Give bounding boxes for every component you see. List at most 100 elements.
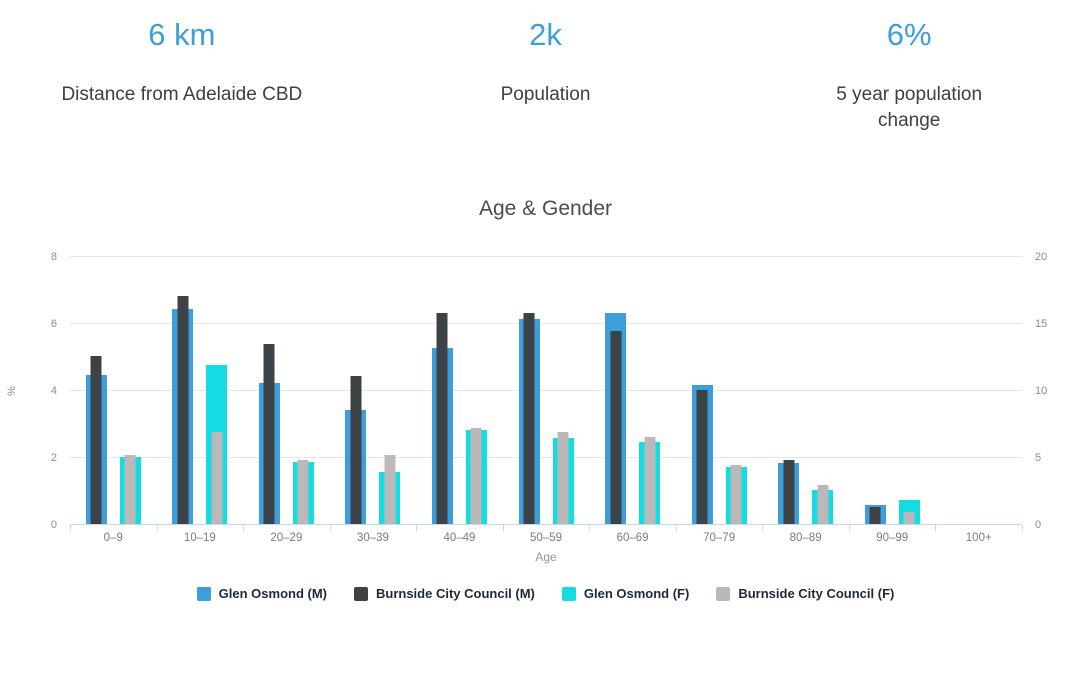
stat-distance: 6 km Distance from Adelaide CBD [0,17,364,133]
stat-distance-value: 6 km [148,17,216,52]
bar-Burnside City Council (F)-60–69[interactable] [644,436,656,526]
legend-label: Glen Osmond (F) [583,586,690,602]
legend-item-Glen Osmond (F)[interactable]: Glen Osmond (F) [561,586,690,602]
bar-pair [431,257,453,526]
gridline-6 [70,323,1022,325]
gridline-8 [70,256,1022,258]
bar-Burnside City Council (F)-40–49[interactable] [470,428,482,526]
bar-Burnside City Council (F)-10–19[interactable] [211,431,223,526]
bar-group-10–19 [157,257,244,526]
legend-item-Burnside City Council (M)[interactable]: Burnside City Council (M) [354,586,535,601]
x-axis-tick [156,525,158,532]
bars-row [70,257,1022,526]
bar-pair [518,257,540,526]
x-label-70–79: 70–79 [703,532,736,545]
x-axis-line [70,524,1022,526]
legend-label: Burnside City Council (F) [738,586,895,602]
age-gender-chart: % 0 2 4 6 8 0 5 10 15 20 [0,251,1091,532]
bar-group-0–9 [70,257,157,526]
legend-swatch [196,586,211,601]
bar-Burnside City Council (M)-20–29[interactable] [263,344,275,526]
stat-population-label: Population [500,84,591,106]
x-axis-tick [329,525,331,532]
bar-Burnside City Council (F)-80–89[interactable] [817,485,829,526]
bar-Burnside City Council (M)-60–69[interactable] [610,331,622,526]
bar-Burnside City Council (M)-90–99[interactable] [869,506,881,526]
x-axis-tick [243,525,245,532]
bar-Burnside City Council (F)-0–9[interactable] [124,455,136,526]
y-left-tick-2: 2 [50,452,57,465]
bar-pair [639,257,661,526]
y-left-tick-4: 4 [50,385,57,398]
legend-swatch [716,586,731,601]
stat-population-change: 6% 5 year population change [727,17,1091,133]
bar-group-90–99 [849,257,936,526]
stat-population-change-value: 6% [886,17,932,52]
x-axis-tick [848,525,850,532]
legend-item-Glen Osmond (M)[interactable]: Glen Osmond (M) [196,586,327,602]
bar-Burnside City Council (M)-10–19[interactable] [177,295,189,526]
x-axis-tick [589,525,591,532]
x-label-50–59: 50–59 [530,532,562,545]
bar-pair [778,257,800,526]
legend-swatch [354,586,368,601]
bar-Burnside City Council (M)-30–39[interactable] [350,376,362,526]
gridline-4 [70,390,1022,392]
bar-pair [552,257,574,526]
bar-group-100+ [935,257,1022,525]
x-label-80–89: 80–89 [789,532,822,545]
y-right-tick-15: 15 [1035,318,1048,331]
bar-Burnside City Council (F)-90–99[interactable] [903,511,915,526]
bar-Burnside City Council (F)-30–39[interactable] [384,455,396,526]
bar-Burnside City Council (M)-50–59[interactable] [523,312,535,526]
y-axis-right: 0 5 10 15 20 [1022,251,1091,531]
x-label-40–49: 40–49 [443,532,476,545]
bar-pair [898,257,920,526]
x-axis-tick [935,525,937,532]
bar-pair [292,257,314,526]
bar-group-20–29 [243,257,330,526]
plot-area [70,256,1023,532]
bar-pair [345,257,367,526]
bar-group-50–59 [503,257,590,526]
legend-label: Glen Osmond (M) [218,586,327,602]
bar-pair [465,257,487,526]
x-label-20–29: 20–29 [270,532,303,545]
x-axis-labels: 0–9 10–19 20–29 30–39 40–49 50–59 60–69 70–79 80… [70,532,1022,544]
bar-pair [864,257,886,526]
bar-pair [605,257,627,526]
bar-pair [691,257,713,526]
y-left-tick-6: 6 [50,318,57,331]
x-axis-tick [70,525,71,532]
x-label-30–39: 30–39 [356,532,389,545]
x-axis-tick [762,525,764,532]
stat-population-value: 2k [529,17,562,52]
y-left-tick-8: 8 [50,251,57,264]
bar-pair [985,257,1006,525]
bar-Burnside City Council (M)-0–9[interactable] [90,356,102,526]
bar-Burnside City Council (M)-70–79[interactable] [696,389,708,526]
stat-population-change-label: 5 year population change [836,84,983,131]
bar-Burnside City Council (F)-70–79[interactable] [730,465,742,526]
stats-row: 6 km Distance from Adelaide CBD 2k Popul… [0,0,1091,133]
x-axis-tick [502,525,504,532]
x-axis-title: Age [535,550,557,565]
x-axis-tick [675,525,677,532]
legend-item-Burnside City Council (F)[interactable]: Burnside City Council (F) [716,586,894,601]
bar-pair [812,257,834,526]
bar-Burnside City Council (M)-40–49[interactable] [436,312,448,526]
bar-group-70–79 [676,257,763,526]
bar-Burnside City Council (M)-80–89[interactable] [783,460,795,526]
bar-Burnside City Council (F)-20–29[interactable] [297,460,309,526]
y-right-tick-5: 5 [1035,452,1042,465]
bar-pair [951,257,972,525]
x-label-10–19: 10–19 [183,532,216,545]
bar-pair [258,257,280,526]
stat-population: 2k Population [364,17,728,133]
bar-Burnside City Council (F)-50–59[interactable] [557,431,569,526]
x-label-100+: 100+ [965,532,992,545]
y-left-tick-0: 0 [50,519,57,532]
legend-swatch [561,586,576,601]
x-label-0–9: 0–9 [103,532,123,545]
chart-legend: Glen Osmond (M) Burnside City Council (M)… [0,586,1091,601]
